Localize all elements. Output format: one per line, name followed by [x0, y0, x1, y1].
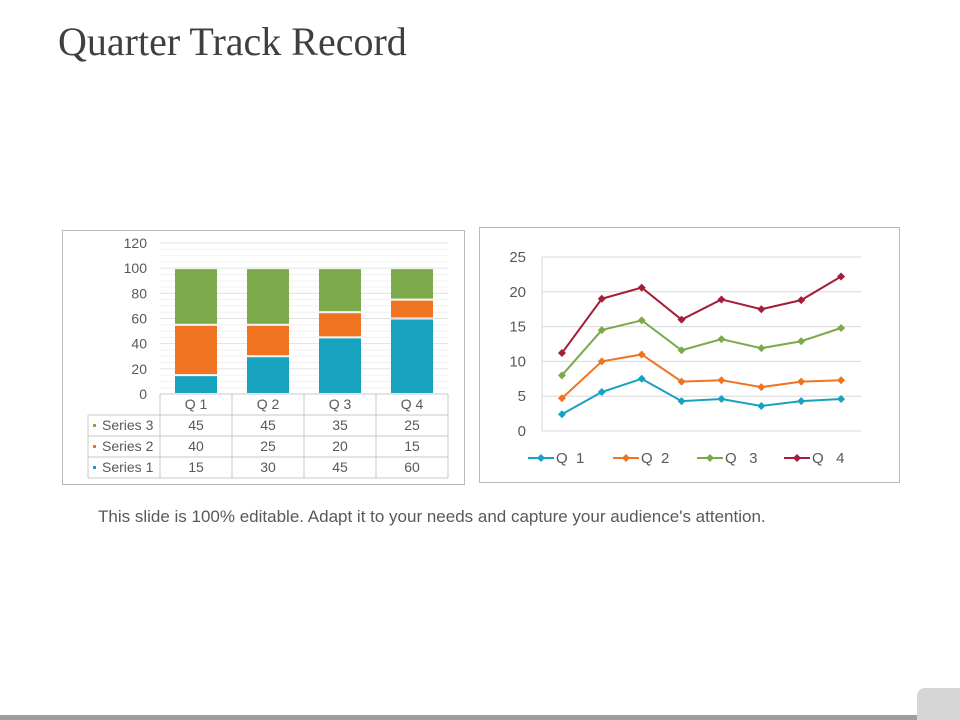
table-cell-value: 15	[404, 438, 420, 454]
legend-key	[93, 466, 96, 469]
bar-series-3	[391, 269, 433, 299]
y-tick-label: 20	[131, 361, 147, 377]
data-point	[557, 371, 566, 380]
y-tick-label: 25	[509, 249, 526, 266]
y-tick-label: 10	[509, 353, 526, 370]
table-cell-value: 45	[332, 459, 348, 475]
y-tick-label: 0	[518, 423, 526, 440]
data-point	[597, 357, 606, 366]
data-point	[797, 397, 806, 406]
data-point	[677, 346, 686, 355]
y-tick-label: 80	[131, 285, 147, 301]
bar-series-2	[319, 313, 361, 337]
bar-series-3	[175, 269, 217, 324]
legend-key	[93, 445, 96, 448]
data-point	[837, 394, 846, 403]
stacked-bar-chart: 0 20 40 60 80 100 120 Q 1 Q 2 Q 3 Q 4 Series 3 45 45 3…	[62, 230, 465, 485]
slide-title: Quarter Track Record	[58, 19, 407, 64]
line-series-q3	[561, 319, 842, 376]
line-series-q1	[561, 377, 842, 416]
x-category-label: Q 2	[257, 396, 280, 412]
data-point	[757, 305, 766, 314]
bar-series-2	[391, 300, 433, 318]
x-category-label: Q 3	[329, 396, 352, 412]
table-cell-value: 60	[404, 459, 420, 475]
legend-key	[93, 424, 96, 427]
data-point	[717, 394, 726, 403]
legend-label: Q 4	[812, 450, 845, 467]
line-chart-svg: 0 5 10 15 20 25 Q 1 Q 2 Q 3 Q 4	[509, 249, 861, 467]
data-point	[597, 388, 606, 397]
bar-series-3	[247, 269, 289, 324]
x-category-label: Q 4	[401, 396, 424, 412]
legend-marker	[706, 454, 714, 462]
data-point	[597, 326, 606, 335]
bar-series-1	[319, 338, 361, 393]
data-point	[717, 335, 726, 344]
data-point	[637, 350, 646, 359]
data-point	[757, 401, 766, 410]
bottom-bar	[0, 715, 960, 720]
data-point	[557, 410, 566, 419]
legend-label: Q 2	[641, 450, 669, 467]
y-tick-label: 60	[131, 311, 147, 327]
corner-button[interactable]	[917, 688, 960, 720]
stacked-bar-chart-svg: 0 20 40 60 80 100 120 Q 1 Q 2 Q 3 Q 4 Series 3 45 45 3…	[87, 235, 449, 479]
y-tick-label: 5	[518, 388, 526, 405]
y-tick-label: 40	[131, 336, 147, 352]
data-point	[597, 294, 606, 303]
data-point	[637, 374, 646, 383]
table-series-name: Series 2	[102, 438, 154, 454]
data-point	[677, 377, 686, 386]
legend-marker	[793, 454, 801, 462]
table-cell-value: 45	[188, 417, 204, 433]
table-cell-value: 45	[260, 417, 276, 433]
data-point	[637, 283, 646, 292]
bar-series-1	[247, 357, 289, 393]
data-point	[757, 344, 766, 353]
legend-marker	[537, 454, 545, 462]
data-point	[717, 376, 726, 385]
line-series-q2	[561, 353, 842, 400]
table-cell-value: 30	[260, 459, 276, 475]
data-point	[797, 377, 806, 386]
legend-label: Q 3	[725, 450, 758, 467]
data-point	[837, 272, 846, 281]
data-point	[677, 397, 686, 406]
bar-series-3	[319, 269, 361, 312]
legend-marker	[622, 454, 630, 462]
legend-label: Q 1	[556, 450, 584, 467]
data-point	[797, 296, 806, 305]
data-point	[797, 337, 806, 346]
y-tick-label: 15	[509, 319, 526, 336]
data-point	[837, 323, 846, 332]
bar-series-1	[391, 319, 433, 393]
table-series-name: Series 1	[102, 459, 154, 475]
table-cell-value: 15	[188, 459, 204, 475]
table-cell-value: 20	[332, 438, 348, 454]
data-point	[557, 349, 566, 358]
bar-series-2	[247, 325, 289, 356]
table-cell-value: 25	[404, 417, 420, 433]
table-cell-value: 25	[260, 438, 276, 454]
y-tick-label: 120	[124, 235, 148, 251]
bar-series-2	[175, 325, 217, 375]
line-series-q4	[561, 275, 842, 354]
data-point	[557, 394, 566, 403]
line-chart: 0 5 10 15 20 25 Q 1 Q 2 Q 3 Q 4	[479, 227, 900, 483]
y-tick-label: 100	[124, 260, 148, 276]
data-point	[677, 315, 686, 324]
slide-caption: This slide is 100% editable. Adapt it to…	[98, 507, 766, 526]
data-point	[757, 383, 766, 392]
table-cell-value: 40	[188, 438, 204, 454]
data-point	[717, 295, 726, 304]
bar-series-1	[175, 376, 217, 393]
data-point	[837, 376, 846, 385]
table-series-name: Series 3	[102, 417, 154, 433]
data-point	[637, 316, 646, 325]
y-tick-label: 0	[139, 386, 147, 402]
x-category-label: Q 1	[185, 396, 208, 412]
table-cell-value: 35	[332, 417, 348, 433]
y-tick-label: 20	[509, 284, 526, 301]
